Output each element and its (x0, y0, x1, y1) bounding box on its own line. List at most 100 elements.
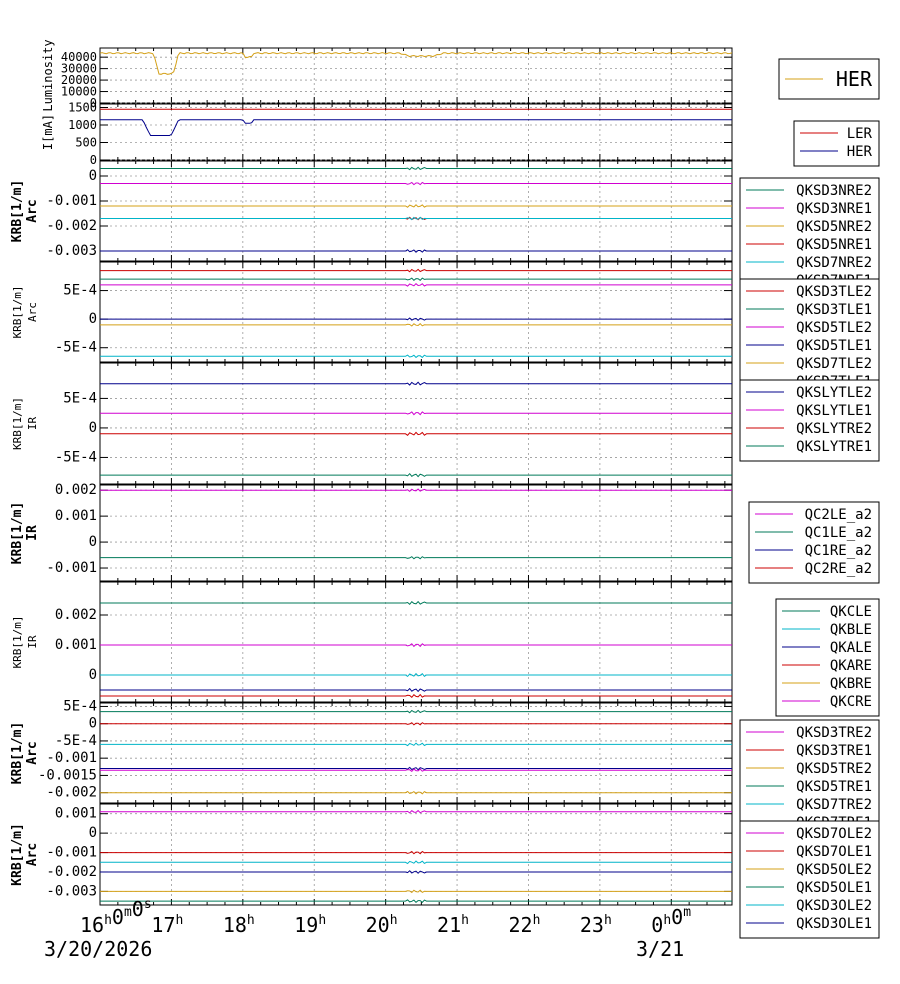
legend-entry: QKSD3TRE2 (796, 725, 872, 741)
legend-box (739, 177, 880, 296)
legend-entry: HER (847, 144, 873, 160)
legend-entry: QKSD5NRE1 (796, 237, 872, 253)
series-QKSD7OLE2 (100, 809, 732, 814)
series-QKSD3OLE2 (100, 860, 732, 865)
series-QKSD3TLE1 (100, 277, 732, 281)
legend-ir1: QKSLYTLE2 QKSLYTLE1 QKSLYTRE2 QKSLYTRE1 (739, 379, 880, 462)
legend-entry: QKCRE (830, 694, 872, 710)
series-QKSD7OLE1 (100, 850, 732, 855)
y-tick-label: -0.001 (46, 193, 97, 209)
y-axis-label: KRB[1/m] (10, 502, 25, 565)
tick-label-value: 20 (366, 913, 390, 937)
legend-box (793, 120, 880, 167)
legend-entry: QKSD5OLE1 (796, 880, 872, 896)
tick-label-value: 0 (132, 897, 144, 921)
y-axis-label: KRB[1/m] (10, 823, 25, 886)
legend-arc2: QKSD3TLE2 QKSD3TLE1 QKSD5TLE2 QKSD5TLE1 QKSD… (739, 278, 880, 397)
series-QKSD3OLE1 (100, 870, 732, 874)
y-axis-label: I[mA] (41, 114, 55, 150)
legend-entry: QKALE (830, 640, 872, 656)
y-axis-label: KRB[1/m] (10, 722, 25, 785)
series-QKSD7NRE1 (100, 249, 732, 253)
y-tick-label: 40000 (61, 50, 97, 64)
tick-label-value: 22 (508, 913, 532, 937)
legend-entry: QC2LE_a2 (805, 507, 872, 523)
series-QKSD7TRE1 (100, 766, 732, 771)
y-tick-label: 0.001 (55, 508, 97, 524)
y-axis-label: IR (26, 417, 39, 431)
legend-entry: QC1LE_a2 (805, 525, 872, 541)
panel-frame (99, 581, 733, 703)
y-tick-label: 10000 (61, 85, 97, 99)
y-tick-label: 0 (89, 667, 97, 683)
y-tick-label: -0.003 (46, 243, 97, 259)
legend-entry: QKARE (830, 658, 872, 674)
panel-ir3: 0.002 0.001 0 KRB[1/m] IR QKCLE QKBLE QKALE QKAR… (11, 581, 880, 717)
tick-label-value: 18 (223, 913, 247, 937)
series-QKCRE (100, 643, 732, 648)
x-tick-label: 18h (223, 913, 255, 937)
legend-entry: QKSD7OLE2 (796, 826, 872, 842)
tick-label-unit: h (176, 913, 184, 928)
series-HER (100, 119, 732, 136)
legend-cur: LER HER (793, 120, 880, 167)
y-tick-label: 1500 (68, 101, 97, 115)
y-tick-label: -5E-4 (55, 733, 97, 749)
series-QKSD3NRE1 (100, 181, 732, 186)
y-tick-label: 0.002 (55, 607, 97, 623)
x-tick-label: 17h (151, 913, 183, 937)
y-tick-label: 0 (90, 96, 97, 110)
y-tick-label: 5E-4 (63, 390, 97, 406)
legend-entry: QKSD5NRE2 (796, 219, 872, 235)
legend-entry: QKSD7TLE2 (796, 356, 872, 372)
x-tick-label: 21h (437, 913, 469, 937)
series-QKSD7TLE1 (100, 354, 732, 359)
series-HER (99, 52, 733, 75)
legend-box (739, 278, 880, 397)
y-tick-label: 0 (89, 420, 97, 436)
panel-ir2: 0.002 0.001 0 -0.001 KRB[1/m] IR QC2LE_a2 QC1LE… (10, 482, 880, 584)
legend-entry: LER (847, 126, 873, 142)
series-QKSD5TRE2 (100, 790, 732, 795)
legend-entry: QKBLE (830, 622, 872, 638)
y-tick-label: 1000 (68, 118, 97, 132)
legend-entry: QKSLYTRE2 (796, 421, 872, 437)
legend-entry: QKSD3NRE2 (796, 183, 872, 199)
y-tick-label: 30000 (61, 62, 97, 76)
legend-entry: QKSD3TRE1 (796, 743, 872, 759)
panel-frame (99, 160, 733, 262)
y-axis-label: IR (25, 525, 40, 541)
y-tick-label: 0.001 (55, 637, 97, 653)
series-QKSD5OLE1 (100, 899, 732, 903)
legend-entry: QKCLE (830, 604, 872, 620)
y-tick-label: -0.001 (46, 750, 97, 766)
legend-entry: QC2RE_a2 (805, 561, 872, 577)
x-tick-label: 20h (366, 913, 398, 937)
y-tick-label: -5E-4 (55, 449, 97, 465)
tick-label-unit: m (124, 905, 132, 920)
y-tick-label: 0.002 (55, 482, 97, 498)
panel-frame (99, 702, 733, 804)
y-tick-label: 0 (89, 716, 97, 732)
legend-box (739, 379, 880, 462)
legend-entry: QKSD3TLE1 (796, 302, 872, 318)
tick-label-unit: h (663, 913, 671, 928)
date-left-label: 3/20/2026 (44, 937, 152, 961)
series-QKSD5NRE2 (100, 204, 732, 208)
panel-frame (99, 103, 733, 161)
date-right-label: 3/21 (636, 937, 684, 961)
x-tick-label: 22h (508, 913, 540, 937)
legend-entry: QKSLYTRE1 (796, 439, 872, 455)
series-QKSD3TRE2 (100, 768, 732, 772)
legend-entry: QKSD3TLE2 (796, 284, 872, 300)
legend-lum: HER (778, 58, 880, 100)
series-QC2LE_a2 (100, 488, 732, 492)
legend-entry: QKBRE (830, 676, 872, 692)
tick-label-value: 17 (151, 913, 175, 937)
series-QKSLYTRE2 (100, 431, 732, 436)
y-tick-label: 0 (89, 168, 97, 184)
tick-label-value: 0 (651, 913, 663, 937)
legend-entry: QKSD5TRE2 (796, 761, 872, 777)
